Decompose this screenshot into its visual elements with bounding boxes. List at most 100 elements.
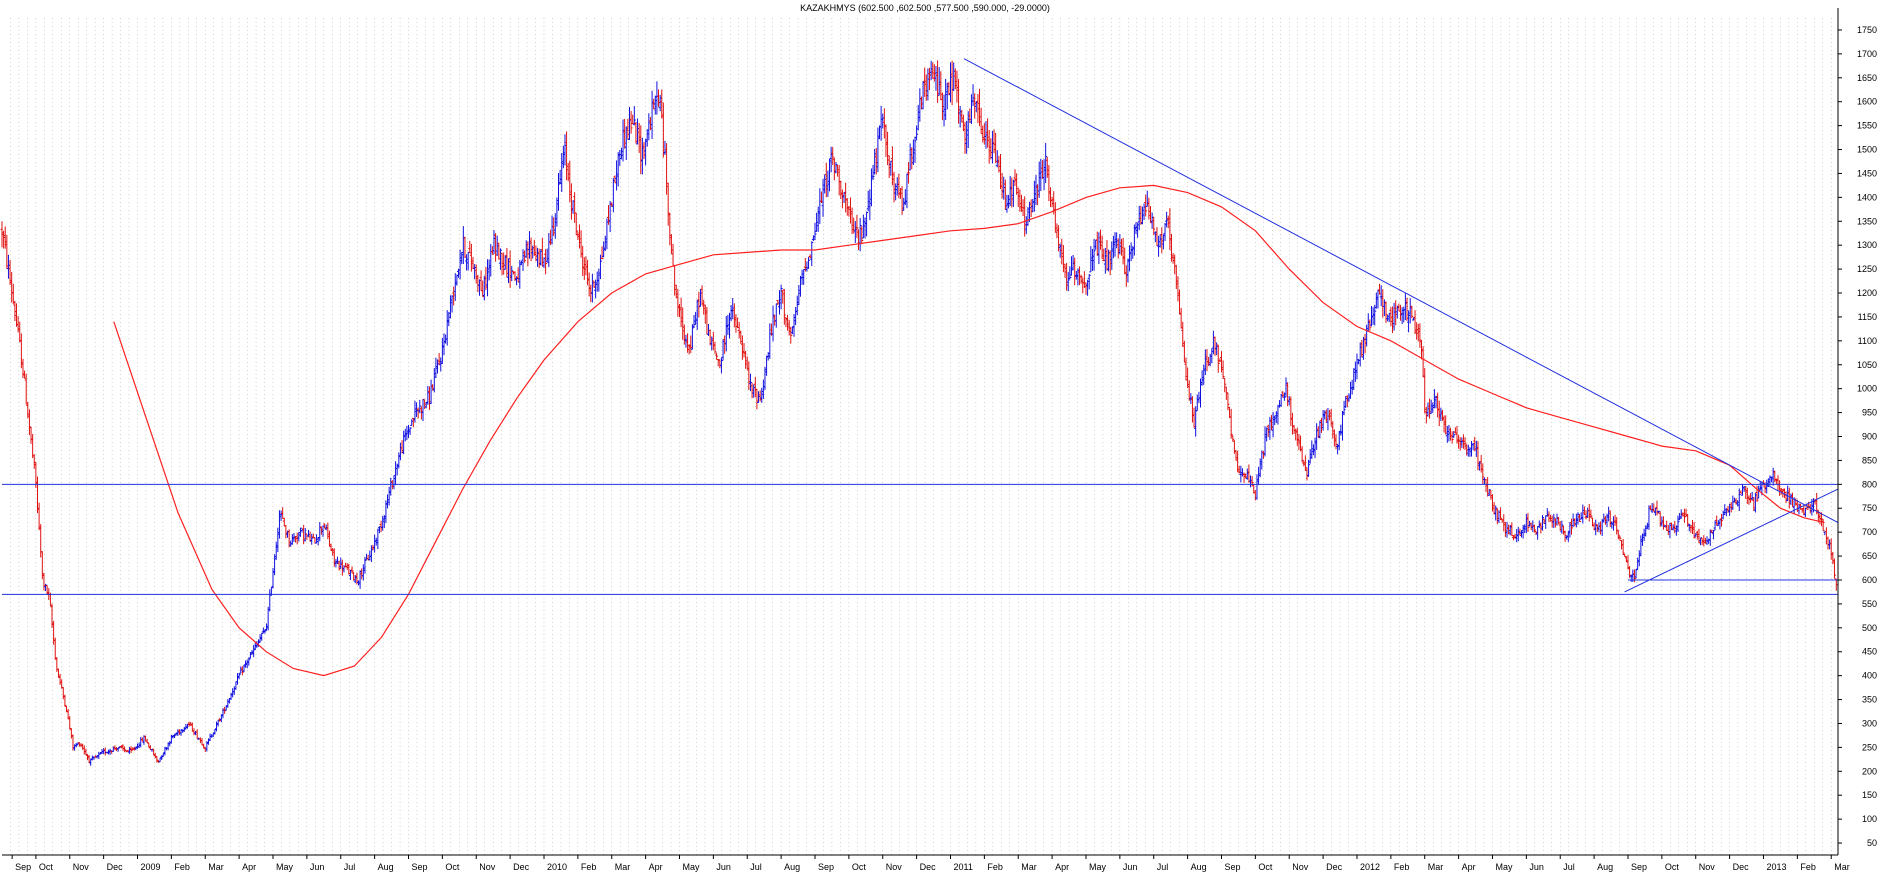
y-tick-label: 450 <box>1862 647 1877 657</box>
x-tick-label: Sep <box>1224 862 1240 872</box>
y-tick-label: 1250 <box>1857 264 1877 274</box>
price-bar <box>124 749 128 753</box>
x-tick-label: Feb <box>581 862 597 872</box>
price-bar <box>1676 515 1680 533</box>
x-tick-label: Sep <box>818 862 834 872</box>
x-tick-label: Feb <box>1394 862 1410 872</box>
price-bar <box>600 246 604 260</box>
price-bar <box>1384 301 1388 323</box>
price-bar <box>915 125 919 140</box>
y-tick-label: 750 <box>1862 503 1877 513</box>
price-bar <box>1144 194 1148 217</box>
x-tick-label: May <box>682 862 700 872</box>
y-tick-label: 1600 <box>1857 97 1877 107</box>
chart-title: KAZAKHMYS (602.500 ,602.500 ,577.500 ,59… <box>800 3 1050 13</box>
y-tick-label: 300 <box>1862 718 1877 728</box>
y-tick-label: 400 <box>1862 671 1877 681</box>
price-bar <box>523 250 527 263</box>
x-tick-label: Mar <box>1021 862 1037 872</box>
y-tick-label: 1100 <box>1858 336 1877 346</box>
y-tick-label: 950 <box>1862 408 1877 418</box>
price-bar <box>350 566 354 574</box>
price-bar <box>1216 344 1220 373</box>
x-tick-label: 2011 <box>953 862 972 872</box>
x-tick-label: Nov <box>1699 862 1716 872</box>
x-tick-label: Nov <box>73 862 90 872</box>
price-bar <box>418 399 422 414</box>
price-bar <box>1087 274 1091 290</box>
price-bar <box>129 746 133 754</box>
price-bar <box>298 527 302 537</box>
price-bar <box>263 629 267 634</box>
price-bar <box>1570 518 1574 535</box>
price-bar <box>713 341 717 354</box>
y-tick-label: 1650 <box>1857 73 1877 83</box>
y-tick-label: 1200 <box>1857 288 1877 298</box>
x-tick-label: Feb <box>987 862 1003 872</box>
price-bar <box>1499 507 1503 520</box>
price-bar <box>1452 431 1456 439</box>
price-bar <box>1223 377 1227 393</box>
y-tick-label: 50 <box>1867 838 1877 848</box>
y-tick-label: 550 <box>1862 599 1877 609</box>
price-bar <box>855 214 859 238</box>
x-tick-label: Oct <box>1258 862 1273 872</box>
price-bar <box>1532 524 1536 533</box>
x-tick-label: Jun <box>716 862 731 872</box>
x-tick-label: Apr <box>1462 862 1476 872</box>
price-bar <box>748 373 752 392</box>
price-bar <box>498 248 502 270</box>
price-bar <box>1226 392 1230 411</box>
price-bar <box>247 657 251 666</box>
price-bar <box>1410 305 1414 319</box>
price-bar <box>1487 489 1491 496</box>
x-tick-label: Nov <box>886 862 903 872</box>
x-tick-label: Jul <box>1563 862 1575 872</box>
price-bar <box>63 694 67 707</box>
y-tick-label: 150 <box>1862 790 1877 800</box>
x-tick-label: Nov <box>1292 862 1309 872</box>
price-bar <box>1699 537 1703 546</box>
price-bar <box>1463 437 1467 450</box>
moving-average-line <box>113 184 1825 677</box>
y-tick-label: 800 <box>1862 479 1877 489</box>
price-bar <box>1832 558 1836 579</box>
price-bar <box>1342 400 1346 416</box>
x-tick-label: May <box>276 862 294 872</box>
price-bar <box>116 747 120 752</box>
price-bar <box>510 265 514 282</box>
x-tick-label: Aug <box>1191 862 1207 872</box>
price-bar <box>408 427 412 435</box>
price-bar <box>813 222 817 241</box>
price-bar <box>574 212 578 236</box>
price-bar <box>1044 142 1048 184</box>
x-tick-label: Oct <box>445 862 460 872</box>
x-tick-label: Dec <box>1326 862 1343 872</box>
x-tick-label: May <box>1089 862 1107 872</box>
price-bar <box>697 291 701 318</box>
price-bar <box>1221 360 1225 379</box>
x-tick-label: Jul <box>344 862 356 872</box>
price-bar <box>145 738 149 744</box>
y-tick-label: 900 <box>1862 432 1877 442</box>
y-tick-label: 1050 <box>1857 360 1877 370</box>
price-bar <box>834 162 838 174</box>
trendlines-layer <box>2 58 1839 595</box>
price-bar <box>1657 510 1661 514</box>
price-bar <box>789 326 793 344</box>
x-tick-label: Mar <box>615 862 631 872</box>
price-bar <box>1621 538 1625 555</box>
x-tick-label: 2012 <box>1360 862 1380 872</box>
x-tick-label: Mar <box>1428 862 1444 872</box>
x-tick-label: May <box>1495 862 1513 872</box>
price-bar <box>237 672 241 680</box>
price-bar <box>715 352 719 360</box>
y-tick-label: 1300 <box>1857 240 1877 250</box>
x-tick-label: Mar <box>1834 862 1850 872</box>
y-tick-label: 700 <box>1862 527 1877 537</box>
price-bar <box>223 706 227 714</box>
x-tick-label: Dec <box>920 862 937 872</box>
price-bar <box>807 257 811 269</box>
